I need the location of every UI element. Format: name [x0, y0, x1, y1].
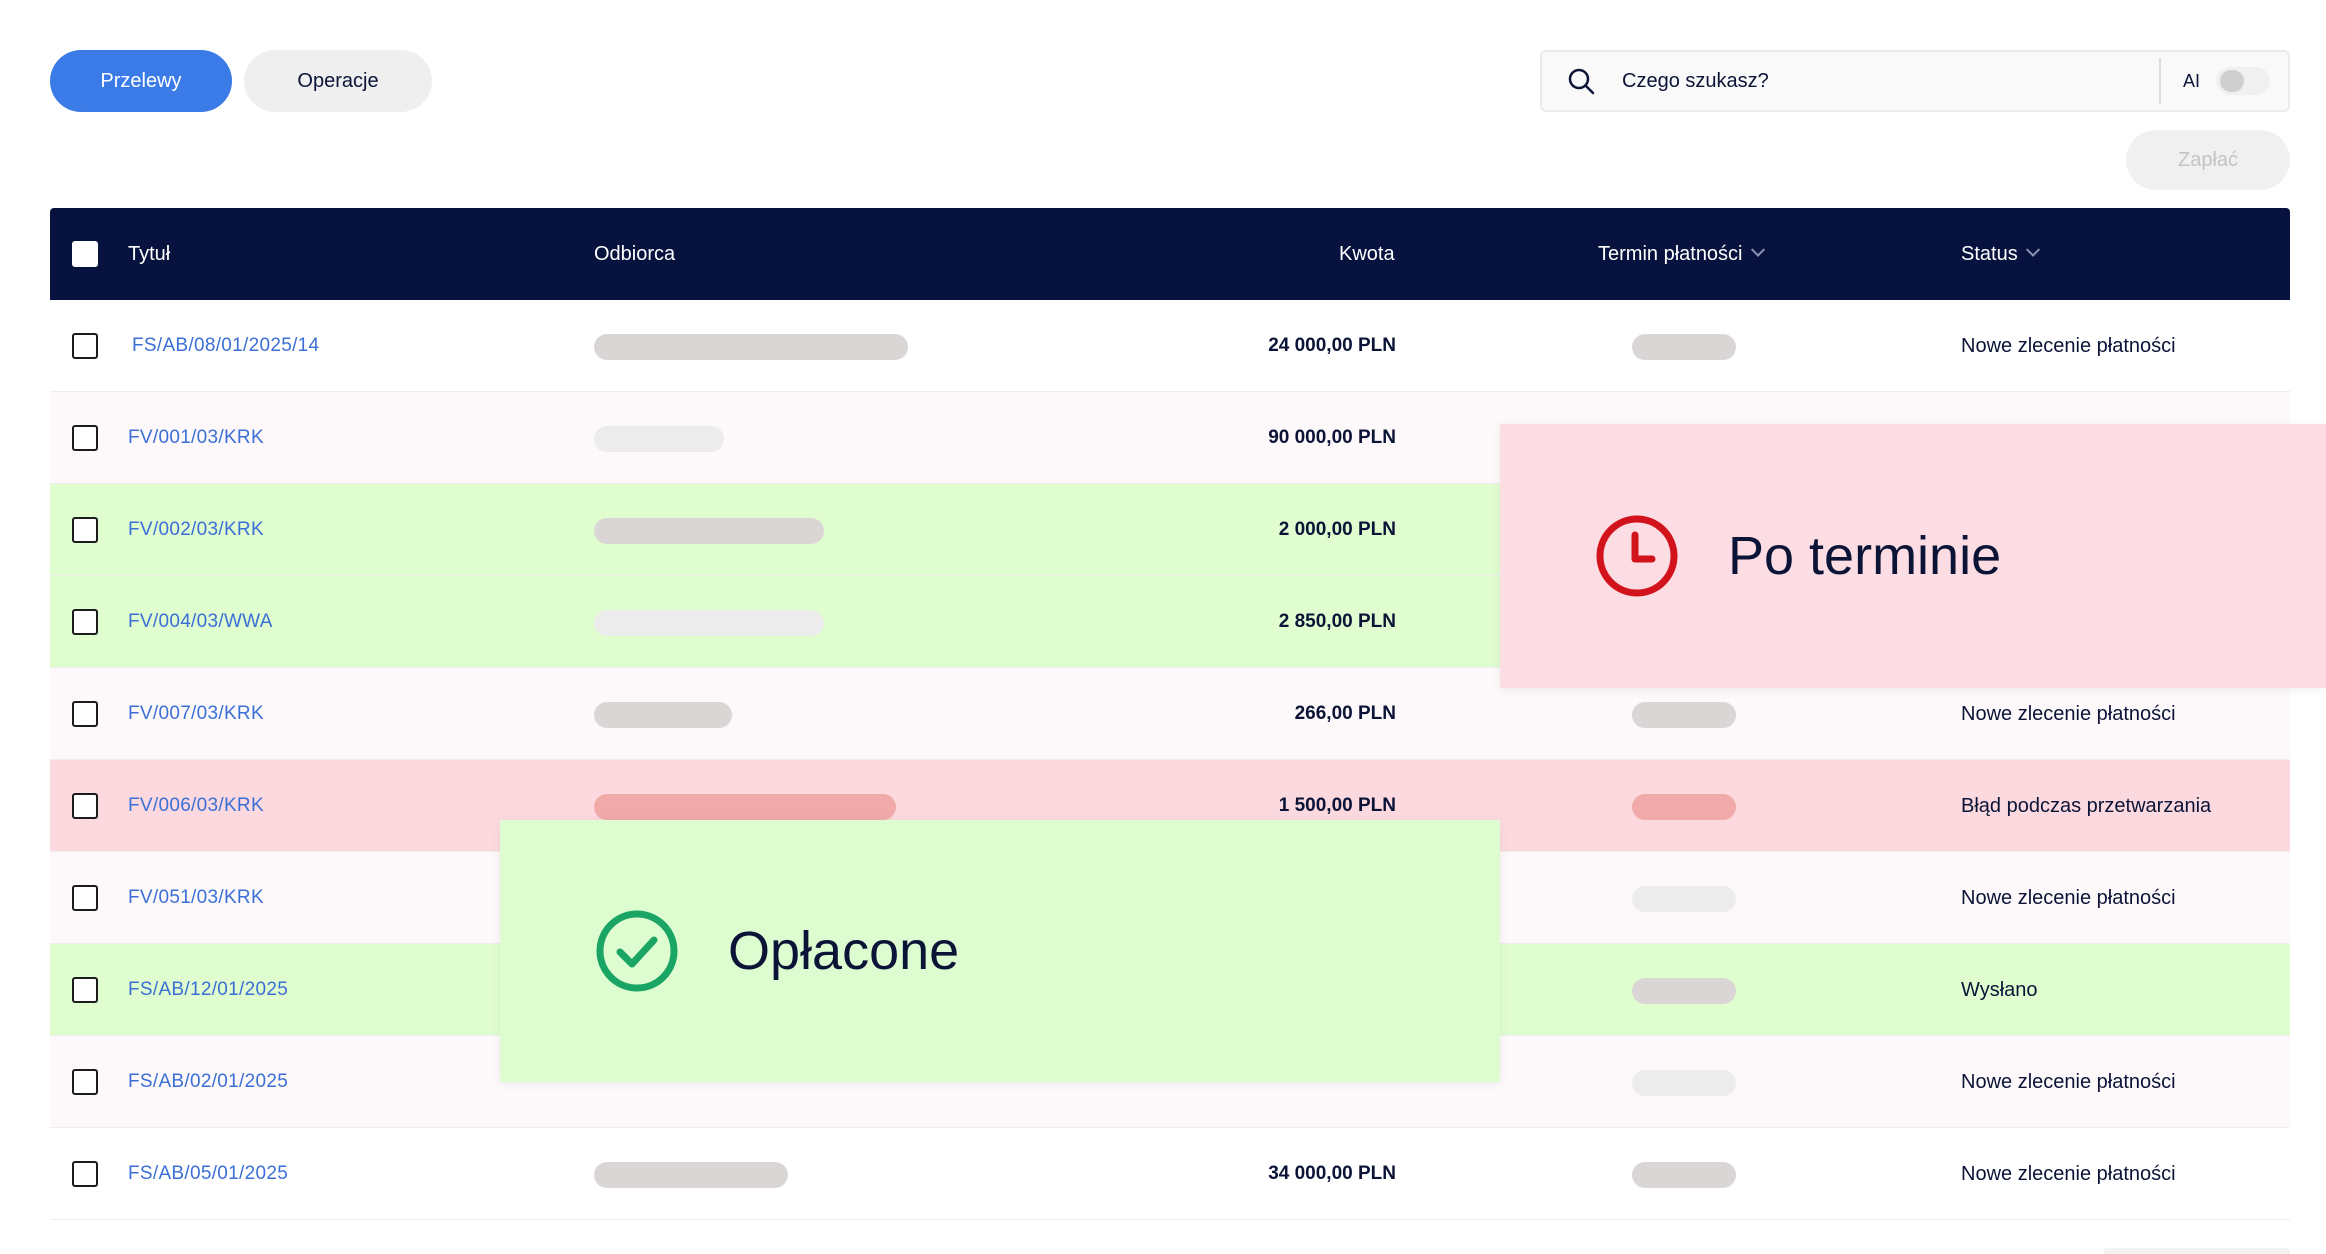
due-date-placeholder [1632, 1070, 1736, 1096]
row-checkbox[interactable] [72, 1069, 98, 1095]
ai-toggle[interactable] [2216, 67, 2270, 95]
column-header-amount-label: Kwota [1339, 242, 1395, 265]
row-title-link[interactable]: FV/006/03/KRK [128, 795, 264, 816]
row-amount: 24 000,00 PLN [1268, 335, 1396, 356]
due-date-placeholder [1632, 886, 1736, 912]
row-amount: 2 850,00 PLN [1278, 611, 1396, 632]
row-title-link[interactable]: FS/AB/08/01/2025/14 [132, 335, 320, 356]
row-checkbox[interactable] [72, 425, 98, 451]
row-checkbox[interactable] [72, 701, 98, 727]
search-input[interactable] [1622, 69, 2142, 93]
row-title-link[interactable]: FS/AB/05/01/2025 [128, 1163, 289, 1184]
column-header-due-date-label: Termin płatności [1598, 242, 1743, 265]
row-status: Wysłano [1961, 978, 2038, 1001]
column-header-recipient: Odbiorca [594, 208, 675, 300]
search-bar: AI [1540, 50, 2290, 112]
row-status: Błąd podczas przetwarzania [1961, 794, 2212, 817]
row-amount: 266,00 PLN [1294, 703, 1396, 724]
search-icon[interactable] [1566, 66, 1596, 96]
row-checkbox[interactable] [72, 609, 98, 635]
row-title-link[interactable]: FV/001/03/KRK [128, 427, 264, 448]
check-circle-icon [594, 908, 680, 994]
ai-toggle-knob [2220, 70, 2244, 92]
paid-status-card: Opłacone [500, 820, 1500, 1082]
row-status: Nowe zlecenie płatności [1961, 334, 2176, 357]
table-row[interactable]: FS/AB/02/01/2025 Nowe zlecenie płatności [50, 1036, 2290, 1128]
recipient-placeholder [594, 610, 824, 636]
tab-bar: Przelewy Operacje [50, 50, 432, 112]
due-date-placeholder [1632, 334, 1736, 360]
due-date-placeholder [1632, 1162, 1736, 1188]
row-title-link[interactable]: FV/002/03/KRK [128, 519, 264, 540]
row-status: Nowe zlecenie płatności [1961, 702, 2176, 725]
table-header: Tytuł Odbiorca Kwota Termin płatności St… [50, 208, 2290, 300]
overdue-status-label: Po terminie [1728, 526, 2002, 586]
search-divider [2158, 58, 2161, 104]
row-amount: 34 000,00 PLN [1268, 1163, 1396, 1184]
row-checkbox[interactable] [72, 977, 98, 1003]
row-title-link[interactable]: FS/AB/02/01/2025 [128, 1071, 289, 1092]
recipient-placeholder [594, 334, 908, 360]
overdue-status-card: Po terminie [1500, 424, 2326, 688]
row-amount: 2 000,00 PLN [1278, 519, 1396, 540]
column-header-status-label: Status [1961, 242, 2018, 265]
row-amount: 1 500,00 PLN [1278, 795, 1396, 816]
row-checkbox[interactable] [72, 333, 98, 359]
column-header-due-date[interactable]: Termin płatności [1598, 208, 1765, 300]
row-checkbox[interactable] [72, 793, 98, 819]
select-all-checkbox[interactable] [72, 241, 98, 267]
table-row[interactable]: FS/AB/05/01/2025 34 000,00 PLN Nowe zlec… [50, 1128, 2290, 1220]
tab-przelewy[interactable]: Przelewy [50, 50, 232, 112]
due-date-placeholder [1632, 978, 1736, 1004]
column-header-title: Tytuł [128, 208, 170, 300]
recipient-placeholder [594, 518, 824, 544]
due-date-placeholder [1632, 702, 1736, 728]
chevron-down-icon [1750, 242, 1765, 257]
pagination-stub [2104, 1248, 2290, 1254]
pay-button[interactable]: Zapłać [2126, 130, 2290, 190]
clock-icon [1594, 513, 1680, 599]
chevron-down-icon [2025, 242, 2040, 257]
row-status: Nowe zlecenie płatności [1961, 1162, 2176, 1185]
column-header-status[interactable]: Status [1961, 208, 2040, 300]
row-checkbox[interactable] [72, 1161, 98, 1187]
recipient-placeholder [594, 794, 896, 820]
tab-operacje[interactable]: Operacje [244, 50, 432, 112]
paid-status-label: Opłacone [728, 921, 960, 981]
row-title-link[interactable]: FV/004/03/WWA [128, 611, 273, 632]
recipient-placeholder [594, 1162, 788, 1188]
row-amount: 90 000,00 PLN [1268, 427, 1396, 448]
row-title-link[interactable]: FV/007/03/KRK [128, 703, 264, 724]
column-header-title-label: Tytuł [128, 242, 171, 265]
column-header-amount: Kwota [1339, 208, 1395, 300]
column-header-recipient-label: Odbiorca [594, 242, 676, 265]
row-status: Nowe zlecenie płatności [1961, 886, 2176, 909]
row-checkbox[interactable] [72, 517, 98, 543]
row-title-link[interactable]: FS/AB/12/01/2025 [128, 979, 289, 1000]
recipient-placeholder [594, 426, 724, 452]
table-row[interactable]: FS/AB/08/01/2025/14 24 000,00 PLN Nowe z… [50, 300, 2290, 392]
due-date-placeholder [1632, 794, 1736, 820]
ai-toggle-label: AI [2182, 70, 2200, 91]
row-title-link[interactable]: FV/051/03/KRK [128, 887, 264, 908]
recipient-placeholder [594, 702, 732, 728]
row-checkbox[interactable] [72, 885, 98, 911]
row-status: Nowe zlecenie płatności [1961, 1070, 2176, 1093]
